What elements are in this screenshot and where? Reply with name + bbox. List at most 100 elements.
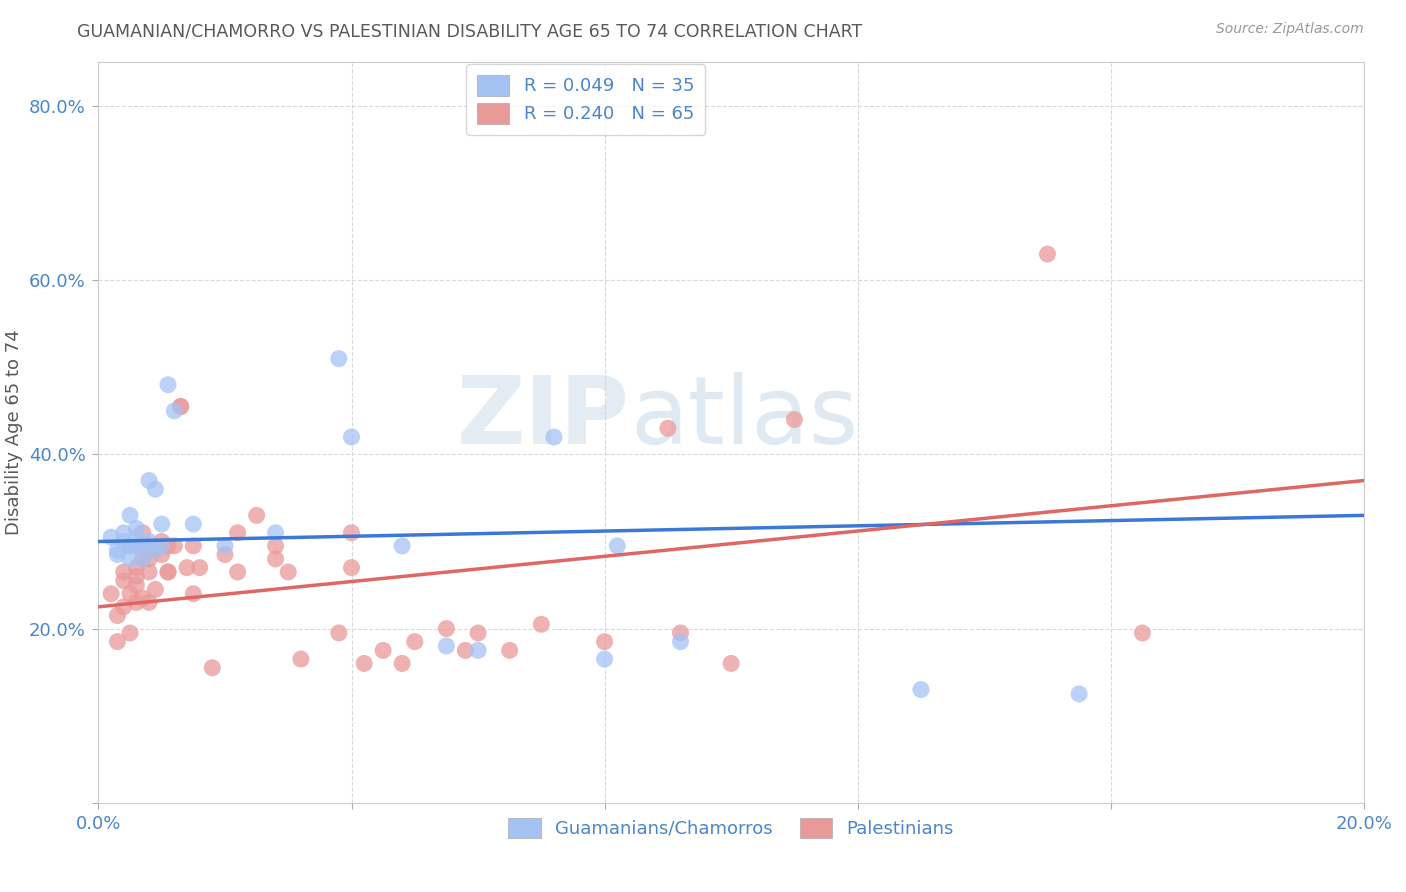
- Point: [593, 634, 616, 648]
- Text: ZIP: ZIP: [457, 372, 630, 464]
- Point: [436, 622, 458, 636]
- Point: [188, 560, 211, 574]
- Point: [132, 591, 155, 606]
- Point: [1036, 247, 1059, 261]
- Point: [132, 552, 155, 566]
- Point: [340, 525, 363, 540]
- Point: [593, 652, 616, 666]
- Point: [150, 548, 173, 562]
- Point: [669, 634, 692, 648]
- Point: [120, 587, 141, 601]
- Point: [530, 617, 553, 632]
- Point: [328, 351, 350, 366]
- Point: [150, 539, 173, 553]
- Point: [264, 539, 287, 553]
- Point: [163, 539, 186, 553]
- Point: [125, 539, 148, 553]
- Legend: Guamanians/Chamorros, Palestinians: Guamanians/Chamorros, Palestinians: [501, 810, 962, 846]
- Point: [138, 565, 160, 579]
- Point: [112, 534, 135, 549]
- Point: [910, 682, 932, 697]
- Point: [107, 543, 129, 558]
- Point: [169, 400, 191, 414]
- Point: [150, 517, 173, 532]
- Point: [454, 643, 477, 657]
- Point: [112, 565, 135, 579]
- Point: [145, 539, 166, 553]
- Point: [150, 534, 173, 549]
- Point: [277, 565, 299, 579]
- Point: [125, 578, 148, 592]
- Text: GUAMANIAN/CHAMORRO VS PALESTINIAN DISABILITY AGE 65 TO 74 CORRELATION CHART: GUAMANIAN/CHAMORRO VS PALESTINIAN DISABI…: [77, 22, 862, 40]
- Point: [132, 525, 155, 540]
- Point: [226, 565, 249, 579]
- Point: [226, 525, 249, 540]
- Text: Source: ZipAtlas.com: Source: ZipAtlas.com: [1216, 22, 1364, 37]
- Point: [328, 626, 350, 640]
- Point: [264, 525, 287, 540]
- Point: [214, 539, 236, 553]
- Point: [169, 400, 191, 414]
- Text: atlas: atlas: [630, 372, 858, 464]
- Point: [264, 552, 287, 566]
- Point: [120, 626, 141, 640]
- Point: [720, 657, 742, 671]
- Point: [145, 543, 166, 558]
- Point: [125, 595, 148, 609]
- Point: [543, 430, 565, 444]
- Point: [112, 525, 135, 540]
- Point: [467, 626, 489, 640]
- Point: [125, 530, 148, 544]
- Point: [183, 517, 205, 532]
- Point: [340, 560, 363, 574]
- Point: [145, 543, 166, 558]
- Point: [145, 482, 166, 496]
- Point: [371, 643, 394, 657]
- Point: [138, 474, 160, 488]
- Point: [657, 421, 679, 435]
- Point: [132, 552, 155, 566]
- Point: [107, 634, 129, 648]
- Point: [436, 639, 458, 653]
- Point: [112, 574, 135, 588]
- Point: [183, 539, 205, 553]
- Point: [138, 539, 160, 553]
- Y-axis label: Disability Age 65 to 74: Disability Age 65 to 74: [6, 330, 24, 535]
- Point: [150, 539, 173, 553]
- Point: [340, 430, 363, 444]
- Point: [125, 569, 148, 583]
- Point: [100, 530, 122, 544]
- Point: [132, 539, 155, 553]
- Point: [157, 565, 180, 579]
- Point: [107, 608, 129, 623]
- Point: [125, 560, 148, 574]
- Point: [145, 582, 166, 597]
- Point: [107, 548, 129, 562]
- Point: [112, 599, 135, 614]
- Point: [246, 508, 269, 523]
- Point: [404, 634, 426, 648]
- Point: [214, 548, 236, 562]
- Point: [606, 539, 628, 553]
- Point: [176, 560, 198, 574]
- Point: [120, 539, 141, 553]
- Point: [120, 552, 141, 566]
- Point: [391, 657, 413, 671]
- Point: [120, 539, 141, 553]
- Point: [100, 587, 122, 601]
- Point: [157, 565, 180, 579]
- Point: [138, 552, 160, 566]
- Point: [290, 652, 312, 666]
- Point: [132, 539, 155, 553]
- Point: [120, 508, 141, 523]
- Point: [125, 521, 148, 535]
- Point: [783, 412, 806, 426]
- Point: [138, 534, 160, 549]
- Point: [183, 587, 205, 601]
- Point: [157, 377, 180, 392]
- Point: [669, 626, 692, 640]
- Point: [138, 595, 160, 609]
- Point: [1130, 626, 1153, 640]
- Point: [163, 404, 186, 418]
- Point: [467, 643, 489, 657]
